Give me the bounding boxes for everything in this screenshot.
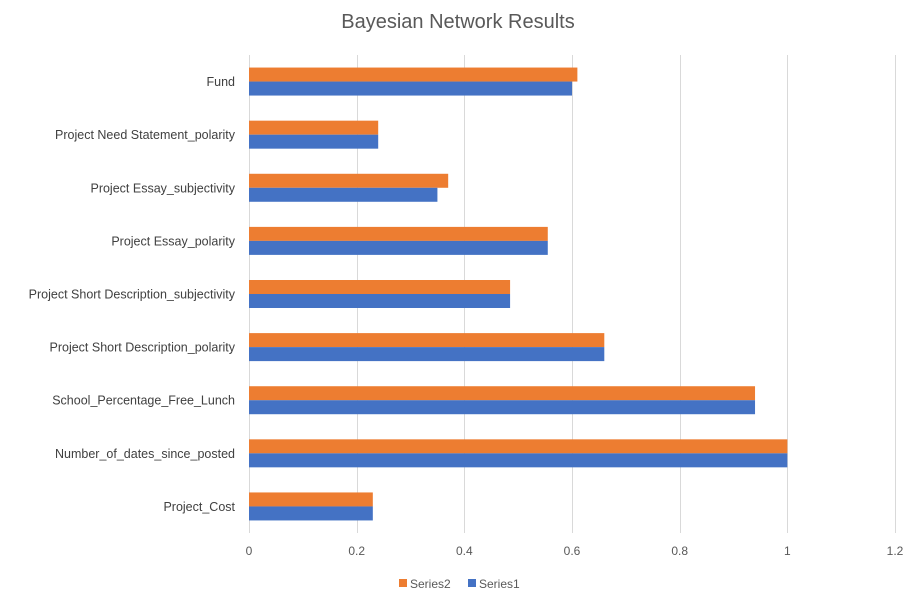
bar-series2 bbox=[249, 386, 756, 401]
legend: Series2 Series1 bbox=[399, 577, 520, 591]
category-label: School_Percentage_Free_Lunch bbox=[52, 394, 235, 408]
bar-series1 bbox=[249, 294, 511, 308]
category-label: Project Short Description_polarity bbox=[50, 341, 236, 355]
bar-series2 bbox=[249, 280, 511, 294]
bar-series1 bbox=[249, 400, 756, 415]
category-label: Number_of_dates_since_posted bbox=[55, 447, 235, 461]
chart-title: Bayesian Network Results bbox=[341, 11, 574, 33]
x-tick-label: 0.8 bbox=[671, 544, 688, 558]
bars bbox=[249, 67, 788, 521]
bar-series1 bbox=[249, 506, 373, 521]
bar-series1 bbox=[249, 453, 788, 468]
bar-series2 bbox=[249, 226, 548, 241]
legend-label: Series2 bbox=[410, 577, 451, 591]
category-label: Project_Cost bbox=[163, 500, 235, 514]
category-label: Project Essay_subjectivity bbox=[90, 181, 235, 195]
x-axis-tick-labels: 0 0.2 0.4 0.6 0.8 1 1.2 bbox=[246, 544, 904, 558]
x-tick-label: 0.4 bbox=[456, 544, 473, 558]
x-tick-label: 0.6 bbox=[564, 544, 581, 558]
bar-series1 bbox=[249, 240, 548, 255]
x-tick-label: 0 bbox=[246, 544, 253, 558]
category-label: Project Essay_polarity bbox=[111, 234, 235, 248]
category-label: Fund bbox=[207, 75, 236, 89]
legend-swatch bbox=[399, 579, 407, 587]
bar-series2 bbox=[249, 492, 373, 507]
x-tick-label: 1.2 bbox=[887, 544, 904, 558]
bar-series1 bbox=[249, 134, 379, 149]
legend-label: Series1 bbox=[479, 577, 520, 591]
bar-series2 bbox=[249, 439, 788, 454]
x-tick-label: 0.2 bbox=[348, 544, 365, 558]
legend-swatch bbox=[468, 579, 476, 587]
bar-series2 bbox=[249, 333, 605, 348]
bar-series2 bbox=[249, 67, 578, 82]
category-labels: Fund Project Need Statement_polarity Proje… bbox=[29, 75, 236, 514]
bar-series2 bbox=[249, 173, 449, 188]
bar-series1 bbox=[249, 81, 572, 96]
bar-series2 bbox=[249, 120, 379, 135]
bar-series1 bbox=[249, 347, 605, 362]
category-label: Project Need Statement_polarity bbox=[55, 128, 236, 142]
category-label: Project Short Description_subjectivity bbox=[29, 288, 236, 302]
bar-series1 bbox=[249, 187, 438, 202]
x-tick-label: 1 bbox=[784, 544, 791, 558]
